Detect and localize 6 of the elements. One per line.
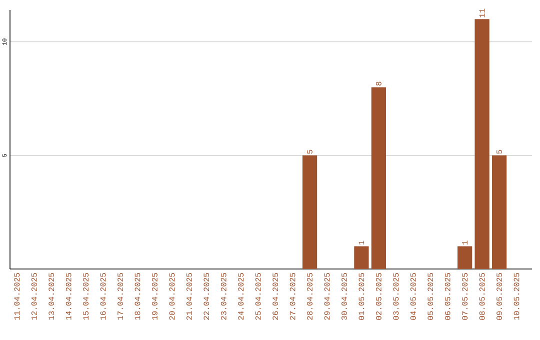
bar	[474, 19, 490, 269]
bar	[457, 246, 472, 269]
bar	[371, 87, 386, 269]
bar	[302, 155, 318, 269]
bar	[492, 155, 507, 269]
bar	[354, 246, 369, 269]
